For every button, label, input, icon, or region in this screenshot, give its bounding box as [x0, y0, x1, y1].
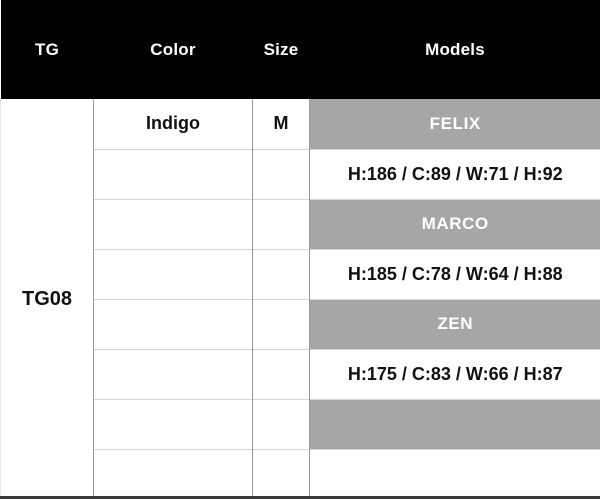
model-name-cell: ZEN: [309, 298, 600, 349]
model-measurements-cell: H:186 / C:89 / W:71 / H:92: [309, 148, 600, 199]
color-cell-empty: [93, 398, 253, 449]
model-measurements-cell: H:175 / C:83 / W:66 / H:87: [309, 348, 600, 399]
size-cell-empty: [252, 448, 310, 499]
table-row: TG08 Indigo M FELIX: [0, 99, 600, 499]
tg-code-cell: TG08: [0, 99, 94, 499]
table-row: ZEN: [1, 298, 600, 349]
model-name-cell-empty: [309, 398, 600, 449]
size-cell-empty: [252, 198, 310, 249]
table-bottom-border: [0, 496, 600, 499]
header-color: Color: [93, 0, 253, 99]
table-row: H:186 / C:89 / W:71 / H:92: [1, 148, 600, 199]
size-cell-empty: [252, 298, 310, 349]
model-measurements-cell: H:185 / C:78 / W:64 / H:88: [309, 248, 600, 299]
model-measurements-cell-empty: [309, 448, 600, 499]
size-cell: M: [252, 99, 310, 149]
color-cell-empty: [93, 448, 253, 499]
model-name-cell: FELIX: [309, 99, 600, 149]
header-row: TG Color Size Models: [0, 0, 600, 99]
size-cell-empty: [252, 348, 310, 399]
header-size: Size: [252, 0, 310, 99]
model-name-cell: MARCO: [309, 198, 600, 249]
table-row: MARCO: [1, 198, 600, 249]
color-cell-empty: [93, 348, 253, 399]
size-cell-empty: [252, 148, 310, 199]
color-cell-empty: [93, 298, 253, 349]
color-cell-empty: [93, 148, 253, 199]
size-cell-empty: [252, 398, 310, 449]
color-cell-empty: [93, 248, 253, 299]
size-cell-empty: [252, 248, 310, 299]
table-row: [1, 448, 600, 499]
table-row: H:175 / C:83 / W:66 / H:87: [1, 348, 600, 399]
color-cell-empty: [93, 198, 253, 249]
table-row: [1, 398, 600, 449]
color-cell: Indigo: [93, 99, 253, 149]
table-row: H:185 / C:78 / W:64 / H:88: [1, 248, 600, 299]
header-models: Models: [309, 0, 600, 99]
header-tg: TG: [0, 0, 94, 99]
